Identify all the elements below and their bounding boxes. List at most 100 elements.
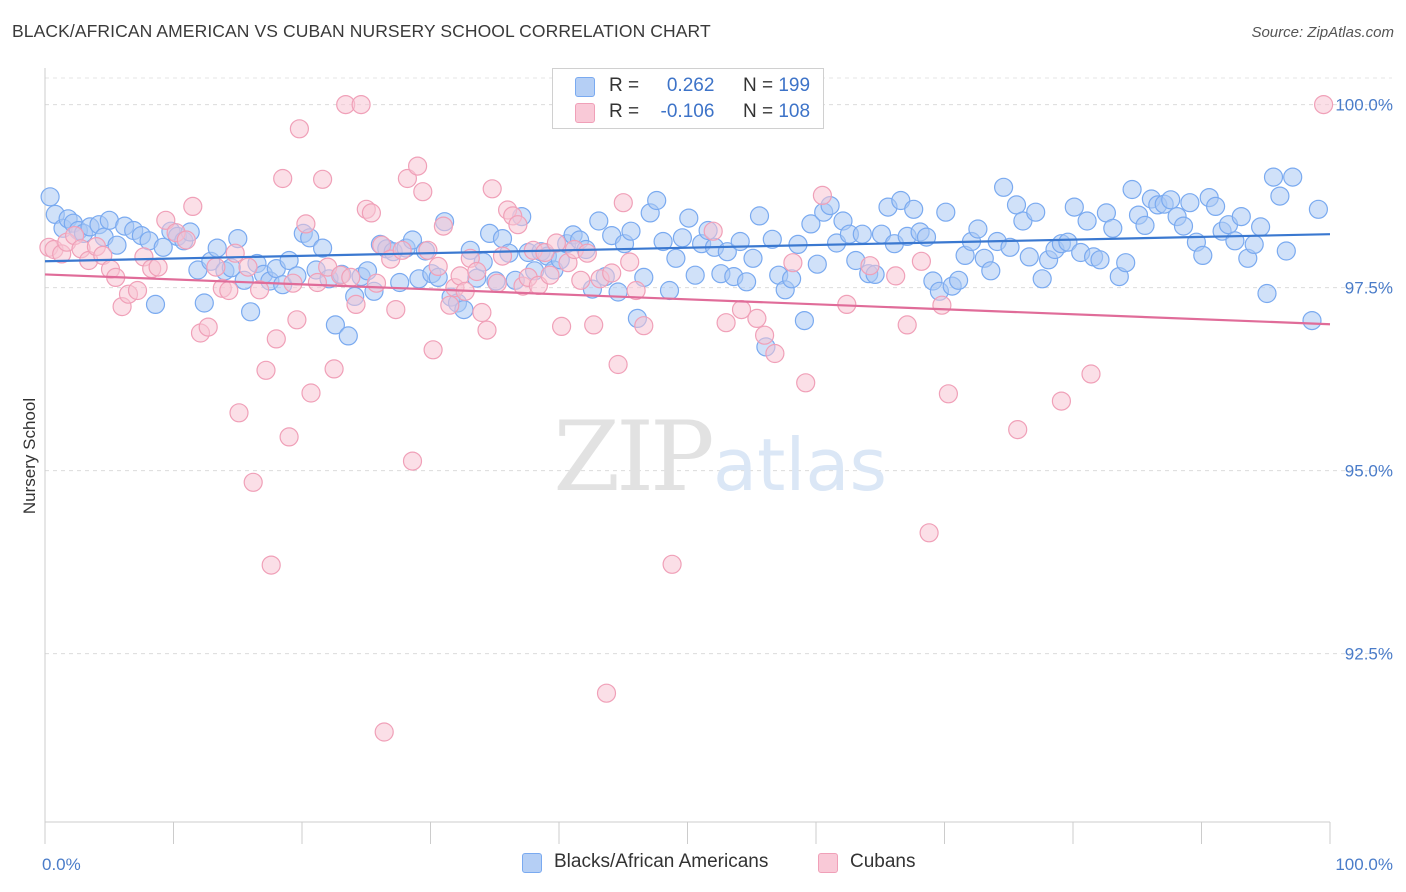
data-point (1064, 197, 1084, 217)
data-point (938, 384, 959, 404)
bottom-legend-label-blacks: Blacks/African Americans (554, 851, 769, 872)
legend-r-value: -0.106 (660, 101, 715, 122)
data-point (672, 228, 693, 248)
watermark-zip: ZIP (553, 401, 712, 513)
data-point (256, 360, 276, 380)
data-point (408, 156, 428, 176)
data-point (238, 257, 258, 277)
legend-r-label: R = (609, 101, 640, 122)
data-point (127, 280, 148, 301)
data-point (1263, 167, 1284, 187)
data-point (492, 246, 513, 266)
data-point (1231, 207, 1251, 227)
data-point (289, 119, 309, 139)
data-point (703, 221, 723, 241)
data-point (602, 263, 622, 283)
data-point (301, 383, 321, 403)
data-point (225, 243, 245, 263)
y-tick-label: 95.0% (1345, 462, 1393, 481)
data-point (904, 199, 924, 219)
data-point (1090, 250, 1110, 270)
data-point (1103, 218, 1123, 238)
data-point (1135, 215, 1155, 235)
data-point (762, 229, 782, 249)
data-point (402, 451, 423, 471)
data-point (911, 251, 932, 271)
data-point (679, 208, 699, 228)
data-point (860, 256, 880, 276)
data-point (1250, 217, 1271, 237)
data-point (608, 282, 628, 302)
data-point (198, 317, 218, 337)
data-point (584, 315, 604, 335)
data-point (266, 329, 286, 349)
data-point (346, 294, 366, 314)
data-point (241, 302, 261, 322)
data-point (571, 270, 591, 290)
y-tick-label: 92.5% (1345, 645, 1393, 664)
data-point (613, 193, 633, 213)
data-point (107, 235, 127, 255)
data-point (968, 219, 988, 239)
data-point (1081, 364, 1101, 384)
data-point (392, 240, 412, 260)
x-tick-labels: 0.0% 100.0% (42, 855, 1393, 874)
data-point (145, 294, 166, 314)
data-point (273, 168, 293, 189)
data-point (153, 237, 173, 257)
data-point (440, 295, 460, 315)
data-point (183, 196, 203, 216)
data-point (250, 280, 270, 300)
data-point (1008, 420, 1028, 440)
data-point (1180, 193, 1200, 213)
trend-line-cubans (44, 273, 1331, 326)
data-point (1026, 202, 1046, 222)
data-point (626, 280, 646, 301)
data-point (685, 265, 705, 285)
legend-n-label: N = (742, 75, 774, 96)
legend-swatch-blacks (575, 77, 595, 97)
data-point (948, 270, 969, 290)
data-point (296, 214, 316, 234)
data-point (919, 523, 939, 543)
data-point (1302, 311, 1322, 331)
data-point (418, 240, 438, 260)
data-point (508, 215, 528, 235)
legend-r-value: 0.262 (666, 75, 715, 96)
data-point (467, 261, 487, 282)
data-point (1244, 234, 1264, 254)
data-point (1116, 253, 1136, 273)
data-point (206, 257, 226, 277)
data-point (423, 340, 443, 360)
data-point (589, 211, 609, 231)
data-point (338, 326, 358, 346)
data-point (1122, 179, 1142, 200)
data-point (1308, 199, 1329, 219)
source-label: Source: ZipAtlas.com (1251, 24, 1394, 41)
data-point (546, 233, 567, 253)
data-point (1257, 283, 1277, 304)
data-point (40, 187, 60, 207)
trend-line-blacks (44, 233, 1331, 263)
data-point (243, 472, 263, 492)
data-point (279, 427, 299, 447)
data-point (207, 238, 227, 258)
data-point (366, 273, 387, 293)
data-point (807, 254, 827, 274)
data-point (1161, 190, 1181, 210)
data-point (487, 273, 507, 293)
data-point (325, 315, 345, 335)
trend-lines (44, 233, 1331, 326)
data-point (482, 179, 502, 199)
data-point (801, 214, 821, 234)
legend-r-label: R = (609, 75, 640, 96)
data-point (666, 248, 686, 268)
data-point (176, 230, 196, 250)
data-point (1006, 195, 1027, 215)
legend-n-label: N = (742, 101, 774, 122)
data-point (413, 182, 433, 202)
data-point (261, 555, 281, 575)
data-point (1051, 391, 1072, 411)
y-tick-label: 97.5% (1345, 279, 1393, 298)
bottom-legend-label-cubans: Cubans (850, 851, 916, 872)
